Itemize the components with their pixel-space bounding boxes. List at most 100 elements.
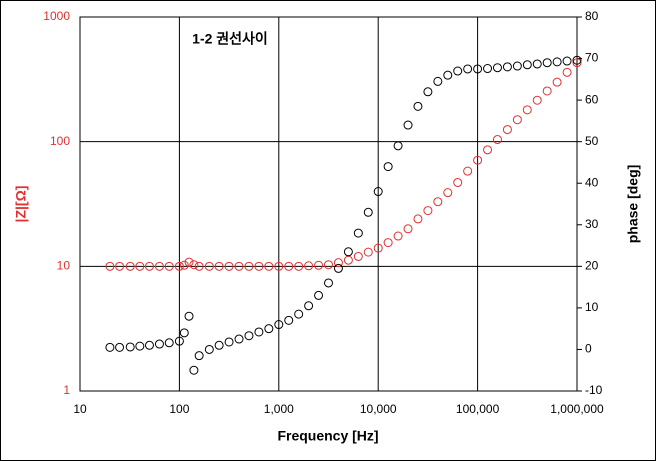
data-point — [423, 206, 433, 216]
data-point — [304, 301, 314, 311]
data-point — [244, 331, 254, 341]
data-point — [115, 261, 125, 271]
data-point — [542, 86, 552, 96]
x-tick-label: 100,000 — [456, 402, 500, 416]
data-point — [125, 342, 135, 352]
data-point — [492, 135, 502, 145]
data-point — [254, 327, 264, 337]
data-point — [572, 58, 582, 68]
data-point — [294, 309, 304, 319]
y-tick-label: 1 — [63, 383, 70, 397]
data-point — [572, 55, 582, 65]
data-point — [264, 261, 274, 271]
data-point — [483, 145, 493, 155]
data-point — [473, 64, 483, 74]
data-point — [274, 320, 284, 330]
y2-tick-label: -10 — [585, 383, 603, 397]
data-point — [363, 247, 373, 257]
data-point — [403, 224, 413, 234]
data-point — [443, 70, 453, 80]
data-point — [512, 115, 522, 125]
data-point — [343, 247, 353, 257]
data-point — [189, 260, 199, 270]
data-point — [502, 125, 512, 135]
x-tick-label: 10 — [73, 402, 87, 416]
data-point — [532, 59, 542, 69]
data-point — [492, 63, 502, 73]
data-point — [532, 95, 542, 105]
y-tick-label: 1000 — [43, 9, 70, 23]
data-point — [552, 57, 562, 67]
data-point — [542, 58, 552, 68]
y2-tick-label: 10 — [585, 300, 599, 314]
data-point — [314, 290, 324, 300]
data-point — [144, 340, 154, 350]
y2-tick-label: 50 — [585, 134, 599, 148]
data-point — [522, 60, 532, 70]
data-point — [403, 120, 413, 130]
data-point — [204, 261, 214, 271]
data-point — [194, 351, 204, 361]
data-point — [294, 261, 304, 271]
y2-tick-label: 80 — [585, 9, 599, 23]
data-point — [284, 261, 294, 271]
y2-tick-label: 40 — [585, 175, 599, 189]
plot-area — [79, 16, 578, 392]
data-point — [463, 166, 473, 176]
data-point — [154, 339, 164, 349]
data-point — [323, 260, 333, 270]
data-point — [433, 197, 443, 207]
data-point — [135, 341, 145, 351]
data-point — [314, 260, 324, 270]
data-point — [562, 67, 572, 77]
data-point — [453, 66, 463, 76]
data-point — [453, 178, 463, 188]
data-point — [333, 263, 343, 273]
y2-tick-label: 20 — [585, 259, 599, 273]
data-point — [522, 105, 532, 115]
data-point — [353, 228, 363, 238]
data-point — [105, 342, 115, 352]
y-axis-label: |Z|[Ω] — [13, 186, 29, 223]
data-point — [234, 334, 244, 344]
data-point — [304, 261, 314, 271]
data-point — [393, 231, 403, 241]
data-point — [125, 261, 135, 271]
data-point — [164, 261, 174, 271]
annotation: 1-2 권선사이 — [192, 31, 268, 47]
data-point — [353, 251, 363, 261]
data-point — [214, 340, 224, 350]
y-tick-label: 10 — [57, 259, 71, 273]
data-point — [333, 258, 343, 268]
data-point — [244, 261, 254, 271]
data-point — [115, 342, 125, 352]
data-point — [184, 311, 194, 321]
y-tick-label: 100 — [50, 134, 70, 148]
x-tick-label: 1,000 — [264, 402, 294, 416]
data-point — [274, 261, 284, 271]
data-point — [383, 162, 393, 172]
data-point — [463, 64, 473, 74]
data-point — [179, 260, 189, 270]
data-point — [413, 214, 423, 224]
data-point — [383, 238, 393, 248]
data-point — [562, 56, 572, 66]
data-point — [552, 77, 562, 87]
data-point — [164, 338, 174, 348]
data-point — [433, 76, 443, 86]
x-axis-label: Frequency [Hz] — [277, 428, 378, 444]
data-point — [393, 141, 403, 151]
data-point — [323, 278, 333, 288]
data-point — [184, 257, 194, 267]
x-tick-label: 10,000 — [360, 402, 397, 416]
data-point — [512, 61, 522, 71]
data-point — [154, 261, 164, 271]
y2-tick-label: 30 — [585, 217, 599, 231]
y2-axis-label: phase [deg] — [625, 165, 641, 244]
x-tick-label: 100 — [169, 402, 189, 416]
data-point — [174, 261, 184, 271]
data-point — [174, 336, 184, 346]
data-point — [194, 261, 204, 271]
data-point — [234, 261, 244, 271]
